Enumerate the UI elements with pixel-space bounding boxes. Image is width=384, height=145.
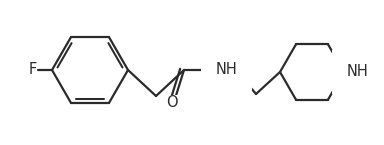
Text: F: F — [29, 62, 37, 77]
Text: O: O — [166, 95, 178, 110]
Text: NH: NH — [347, 65, 369, 79]
Text: NH: NH — [216, 62, 238, 77]
